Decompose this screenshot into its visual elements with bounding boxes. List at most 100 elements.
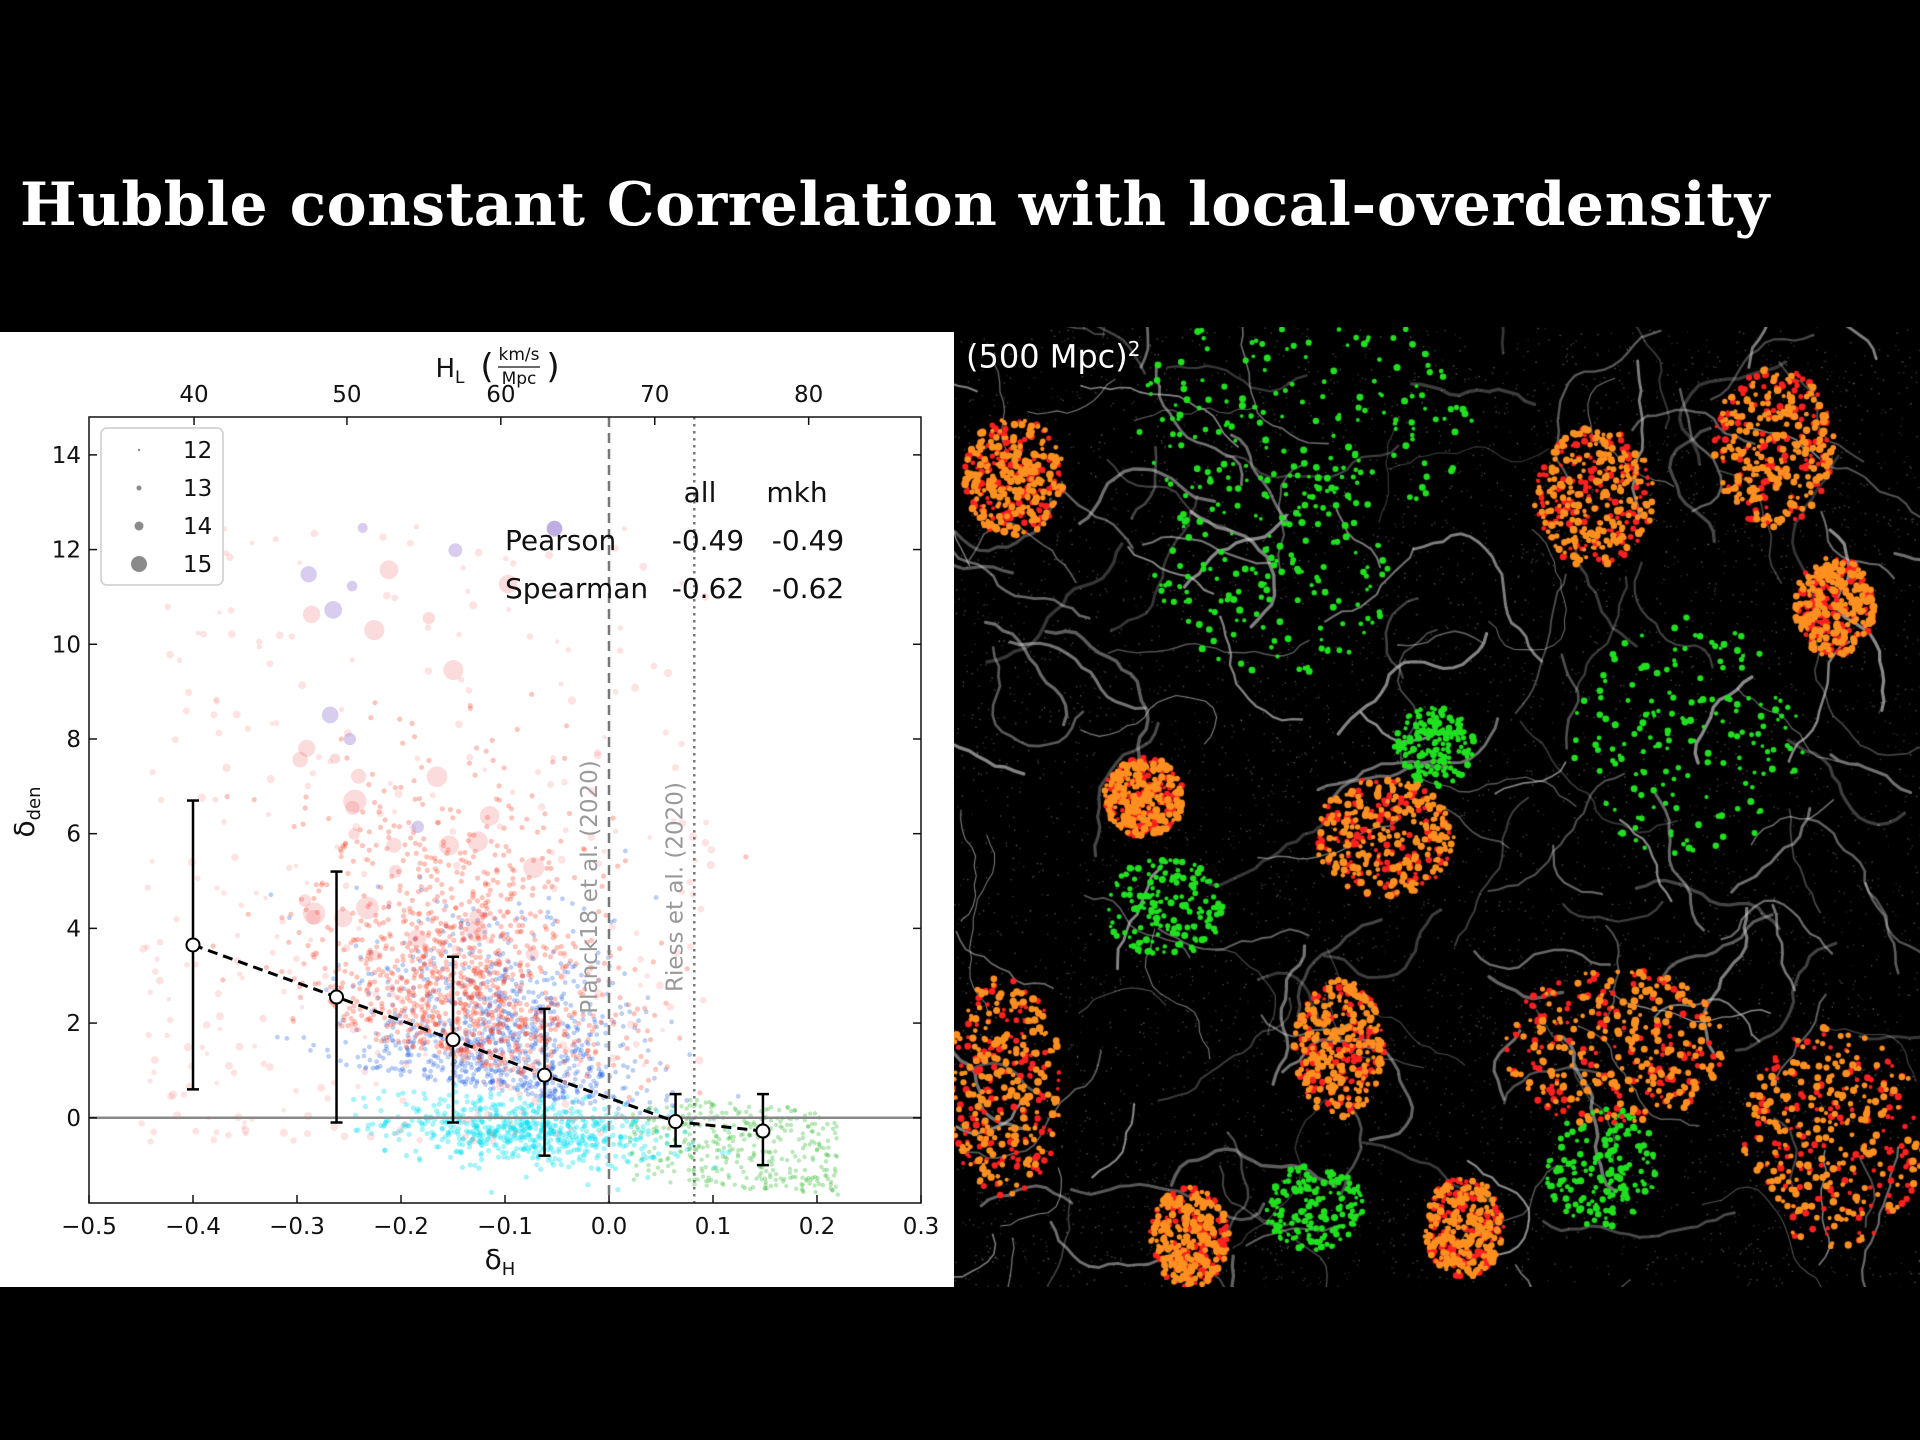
scatter-point (406, 1052, 411, 1058)
scatter-point (501, 1154, 507, 1160)
scatter-point (631, 1011, 637, 1017)
scatter-point (562, 1079, 568, 1085)
scatter-point (478, 1106, 484, 1112)
scatter-point (292, 751, 309, 768)
scatter-point (286, 939, 292, 945)
scatter-point (349, 657, 355, 663)
scatter-point (527, 1125, 533, 1131)
scatter-point (506, 1001, 512, 1007)
scatter-point (488, 1189, 495, 1195)
scatter-point (664, 1093, 670, 1099)
scatter-point (558, 961, 564, 967)
scatter-point (744, 1109, 749, 1115)
scatter-point (601, 960, 608, 967)
scatter-point (350, 910, 356, 916)
scatter-point (525, 947, 539, 962)
scatter-point (624, 1158, 630, 1164)
scatter-point (481, 1040, 486, 1046)
scatter-point (341, 844, 348, 850)
scatter-point (279, 918, 286, 925)
scatter-point (793, 1154, 798, 1159)
scatter-point (417, 983, 423, 990)
scatter-point (383, 1043, 389, 1049)
scatter-point (529, 1042, 535, 1048)
scatter-point (480, 1022, 486, 1027)
scatter-point (458, 1047, 463, 1053)
scatter-point (235, 1042, 244, 1051)
scatter-point (434, 1043, 440, 1050)
scatter-point (757, 1173, 762, 1179)
scatter-point (487, 971, 493, 977)
scatter-point (489, 1012, 495, 1018)
scatter-point (627, 1135, 632, 1140)
scatter-point (428, 855, 434, 861)
scatter-point (341, 947, 347, 953)
scatter-point (326, 1054, 332, 1059)
scatter-point (251, 797, 257, 803)
scatter-point (421, 1090, 427, 1097)
scatter-point (409, 1026, 414, 1031)
scatter-point (438, 1043, 444, 1049)
scatter-point (493, 999, 498, 1005)
scatter-point (697, 1090, 703, 1096)
scatter-point (445, 976, 451, 983)
scatter-point (503, 1023, 509, 1029)
scatter-point (552, 1016, 558, 1022)
scatter-point (545, 1105, 551, 1111)
scatter-point (443, 997, 449, 1004)
scatter-point (506, 1011, 512, 1016)
scatter-point (487, 1133, 493, 1139)
scatter-point (561, 1095, 567, 1101)
scatter-point (381, 1036, 386, 1041)
scatter-point (580, 1012, 586, 1018)
scatter-point (628, 1122, 634, 1128)
scatter-point (465, 1009, 470, 1014)
scatter-point (409, 921, 415, 927)
scatter-point (474, 898, 480, 904)
scatter-point (616, 965, 622, 971)
scatter-point (517, 1070, 523, 1076)
scatter-point (527, 1125, 533, 1131)
scatter-point (767, 1172, 773, 1177)
scatter-point (514, 984, 520, 990)
scatter-point (491, 1132, 497, 1138)
scatter-point (477, 1055, 483, 1061)
scatter-point (626, 1094, 632, 1100)
scatter-point (439, 974, 445, 981)
scatter-point (691, 1140, 696, 1145)
scatter-point (502, 936, 508, 942)
scatter-point (526, 1120, 532, 1126)
scatter-point (611, 1062, 617, 1068)
scatter-point (456, 631, 462, 638)
scatter-point (548, 995, 554, 1001)
scatter-point (828, 1182, 833, 1187)
scatter-point (823, 1173, 828, 1178)
scatter-point (520, 1084, 526, 1089)
scatter-point (470, 889, 476, 895)
scatter-point (469, 999, 475, 1005)
scatter-point (457, 1136, 463, 1142)
scatter-point (618, 1043, 623, 1049)
scatter-point (747, 1121, 752, 1127)
scatter-point (616, 1106, 621, 1111)
scatter-point (419, 1122, 425, 1128)
scatter-point (420, 1016, 426, 1022)
scatter-point (530, 885, 536, 892)
scatter-point (458, 1046, 464, 1052)
scatter-point (612, 918, 617, 923)
scatter-point (439, 1125, 445, 1132)
scatter-point (497, 1133, 503, 1139)
scatter-point (519, 1129, 525, 1135)
scatter-point (701, 838, 710, 847)
scatter-point (304, 782, 312, 790)
scatter-point (168, 1090, 178, 1099)
scatter-point (637, 956, 644, 963)
scatter-point (436, 970, 443, 976)
scatter-point (525, 1123, 531, 1130)
scatter-point (481, 1079, 486, 1085)
scatter-point (481, 1062, 487, 1068)
scatter-point (418, 920, 424, 926)
scatter-point (420, 1041, 426, 1047)
scatter-point (471, 1072, 476, 1077)
